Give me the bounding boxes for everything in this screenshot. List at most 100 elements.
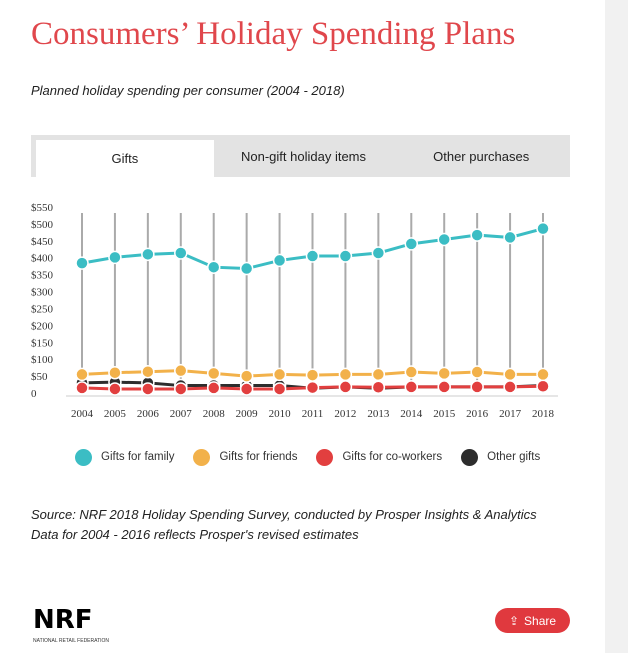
y-tick-label: $50 bbox=[31, 371, 48, 383]
y-tick-label: $400 bbox=[31, 253, 54, 265]
data-point bbox=[371, 380, 386, 395]
y-tick-label: $300 bbox=[31, 287, 54, 299]
page-title: Consumers’ Holiday Spending Plans bbox=[31, 16, 516, 52]
data-point bbox=[305, 380, 320, 395]
data-point bbox=[536, 367, 550, 382]
legend-label: Gifts for friends bbox=[219, 451, 298, 463]
y-tick-label: $150 bbox=[31, 337, 54, 349]
y-tick-label: $100 bbox=[31, 354, 54, 366]
data-point bbox=[404, 380, 419, 394]
data-point bbox=[206, 366, 221, 381]
data-point bbox=[174, 363, 188, 378]
x-tick-label: 2016 bbox=[466, 408, 489, 420]
x-tick-label: 2006 bbox=[137, 408, 160, 420]
source-note: Source: NRF 2018 Holiday Spending Survey… bbox=[31, 505, 571, 545]
legend-item[interactable]: Other gifts bbox=[461, 449, 540, 466]
x-tick-label: 2008 bbox=[203, 408, 226, 420]
data-point bbox=[404, 237, 419, 251]
data-point bbox=[272, 253, 287, 268]
data-point bbox=[437, 232, 451, 247]
data-point bbox=[536, 221, 550, 236]
data-point bbox=[206, 260, 221, 274]
revision-note: Data for 2004 - 2016 reflects Prosper's … bbox=[31, 527, 359, 542]
legend-item[interactable]: Gifts for co-workers bbox=[316, 449, 442, 466]
tab-non-gift[interactable]: Non-gift holiday items bbox=[241, 148, 366, 164]
data-point bbox=[470, 365, 484, 379]
data-point bbox=[75, 256, 89, 270]
source-text: Source: NRF 2018 Holiday Spending Survey… bbox=[31, 507, 537, 522]
line-chart: 0 $50 $100 $150 $200 $250 $300 $350 $400 $450 $500… bbox=[31, 202, 558, 420]
data-point bbox=[503, 230, 517, 245]
share-icon: ⇪ bbox=[508, 613, 520, 628]
data-point bbox=[206, 381, 221, 395]
data-point bbox=[75, 367, 89, 382]
data-point bbox=[75, 381, 89, 395]
x-tick-label: 2009 bbox=[236, 408, 259, 420]
data-point bbox=[305, 249, 320, 263]
x-tick-label: 2007 bbox=[170, 408, 193, 420]
data-point bbox=[141, 247, 155, 262]
chart-subtitle: Planned holiday spending per consumer (2… bbox=[31, 83, 345, 98]
x-tick-label: 2012 bbox=[334, 408, 356, 420]
nrf-logo-mark: NRF bbox=[33, 605, 93, 635]
x-tick-label: 2013 bbox=[367, 408, 390, 420]
legend-label: Gifts for family bbox=[101, 451, 175, 463]
x-tick-label: 2010 bbox=[269, 408, 292, 420]
data-point bbox=[470, 380, 484, 394]
data-point bbox=[272, 367, 287, 382]
data-point bbox=[141, 382, 155, 396]
y-tick-label: $550 bbox=[31, 202, 54, 214]
legend-label: Other gifts bbox=[487, 451, 541, 463]
y-tick-label: $500 bbox=[31, 219, 54, 231]
legend-item[interactable]: Gifts for friends bbox=[193, 449, 297, 466]
y-tick-label: $450 bbox=[31, 236, 54, 248]
data-point bbox=[141, 364, 155, 379]
legend-item[interactable]: Gifts for family bbox=[75, 449, 174, 466]
data-point bbox=[338, 367, 353, 382]
data-point bbox=[239, 369, 254, 383]
data-point bbox=[239, 261, 254, 276]
share-button[interactable]: ⇪ Share bbox=[495, 608, 570, 633]
x-tick-label: 2005 bbox=[104, 408, 127, 420]
data-point bbox=[305, 368, 320, 382]
y-tick-label: $250 bbox=[31, 303, 54, 315]
legend: Gifts for family Gifts for friends Gifts f… bbox=[75, 449, 559, 466]
tab-gifts[interactable]: Gifts bbox=[35, 139, 215, 177]
data-point bbox=[108, 382, 122, 396]
x-tick-label: 2015 bbox=[433, 408, 456, 420]
data-point bbox=[437, 366, 451, 381]
data-point bbox=[503, 367, 517, 382]
legend-swatch bbox=[316, 449, 334, 466]
share-label: Share bbox=[524, 613, 557, 628]
data-point bbox=[272, 382, 287, 396]
data-point bbox=[437, 380, 451, 394]
data-point bbox=[536, 379, 550, 393]
data-point bbox=[503, 380, 517, 394]
y-tick-label: $350 bbox=[31, 270, 54, 282]
y-tick-label: $200 bbox=[31, 320, 54, 332]
x-tick-label: 2011 bbox=[302, 408, 324, 420]
data-point bbox=[338, 249, 353, 263]
nrf-logo-tagline: NATIONAL RETAIL FEDERATION bbox=[33, 638, 110, 644]
data-point bbox=[371, 367, 386, 382]
data-point bbox=[174, 246, 188, 260]
y-tick-label: 0 bbox=[31, 388, 37, 400]
data-point bbox=[338, 380, 353, 394]
legend-label: Gifts for co-workers bbox=[342, 451, 443, 463]
data-point bbox=[371, 246, 386, 260]
data-point bbox=[404, 365, 419, 379]
tab-bar: Gifts Non-gift holiday items Other purch… bbox=[31, 135, 570, 177]
x-tick-label: 2014 bbox=[400, 408, 423, 420]
data-point bbox=[174, 382, 188, 396]
data-point bbox=[470, 228, 484, 242]
nrf-logo: NRF NATIONAL RETAIL FEDERATION bbox=[33, 604, 109, 645]
legend-swatch bbox=[461, 449, 479, 466]
x-tick-label: 2018 bbox=[532, 408, 555, 420]
legend-swatch bbox=[75, 449, 92, 466]
data-point bbox=[239, 382, 254, 396]
x-tick-label: 2017 bbox=[499, 408, 522, 420]
data-point bbox=[108, 250, 122, 265]
data-point bbox=[108, 365, 122, 380]
tab-other-purchases[interactable]: Other purchases bbox=[433, 148, 530, 164]
legend-swatch bbox=[193, 449, 211, 466]
